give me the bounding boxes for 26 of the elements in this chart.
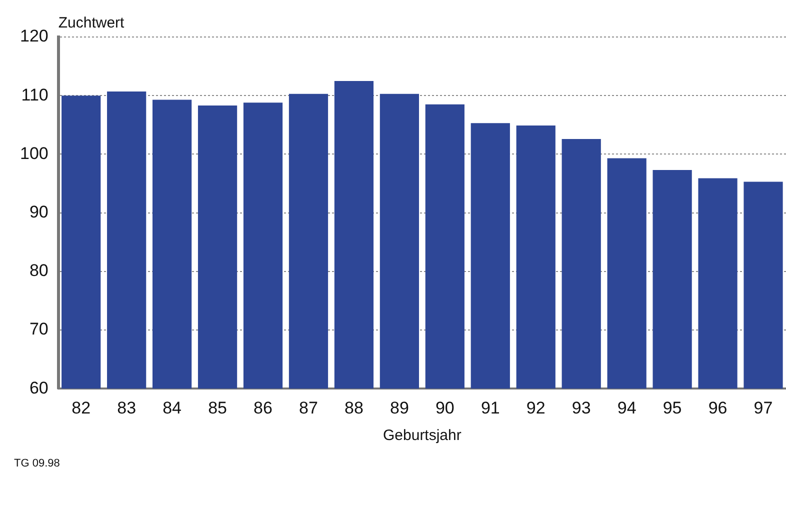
x-tick-label: 88 — [344, 398, 364, 418]
x-tick-label: 83 — [117, 398, 136, 418]
x-tick-label: 89 — [390, 398, 409, 418]
x-tick-label: 84 — [162, 398, 182, 418]
x-tick-label: 96 — [708, 398, 728, 418]
x-tick-label: 97 — [754, 398, 773, 418]
y-axis-title: Zuchtwert — [58, 14, 126, 32]
x-axis-title: Geburtsjahr — [382, 427, 462, 444]
x-tick-label: 95 — [662, 398, 682, 418]
x-tick-label: 82 — [72, 398, 91, 418]
y-tick-label: 80 — [29, 261, 48, 280]
x-tick-label: 94 — [617, 398, 636, 418]
y-tick-label: 90 — [29, 202, 48, 222]
y-tick-label: 70 — [29, 320, 48, 339]
text: TG 09.98 — [14, 458, 60, 470]
x-tick-label: 90 — [435, 398, 454, 418]
x-tick-label: 87 — [299, 398, 318, 418]
y-tick-label: 120 — [20, 26, 48, 46]
y-tick-label: 100 — [20, 144, 48, 163]
x-tick-label: 93 — [572, 398, 591, 418]
x-tick-label: 92 — [526, 398, 546, 418]
x-tick-label: 86 — [254, 398, 272, 418]
x-tick-label: 85 — [208, 398, 227, 418]
x-tick-label: 91 — [480, 398, 500, 418]
y-tick-label: 110 — [21, 85, 48, 104]
y-tick-label: 60 — [29, 378, 48, 398]
